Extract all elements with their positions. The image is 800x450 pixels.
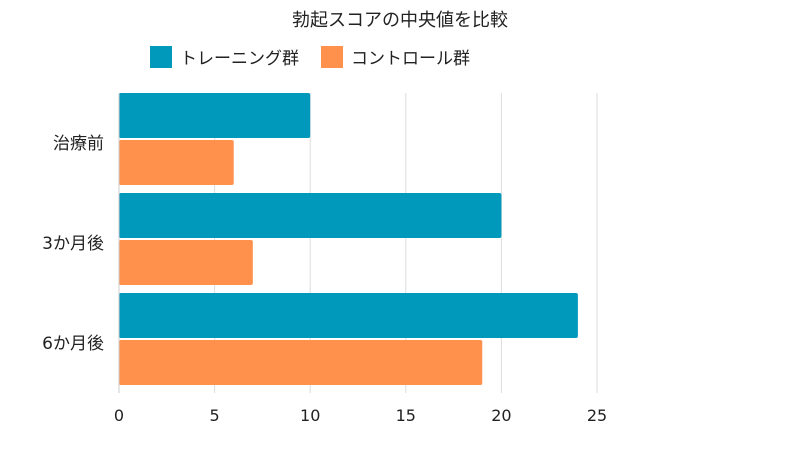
bar-control-1: [119, 240, 253, 285]
y-category-label-0: 治療前: [53, 134, 104, 154]
y-category-label-1: 3か月後: [42, 234, 104, 254]
chart-legend: トレーニング群 コントロール群: [0, 44, 620, 69]
legend-swatch-training: [150, 45, 172, 68]
x-tick-label-5: 25: [587, 406, 607, 425]
x-tick-label-4: 20: [491, 406, 511, 425]
x-tick-label-3: 15: [396, 406, 416, 425]
legend-label-control: コントロール群: [351, 49, 470, 69]
bar-control-2: [119, 340, 483, 385]
legend-label-training: トレーニング群: [180, 49, 299, 69]
bar-training-0: [119, 93, 311, 138]
y-category-label-2: 6か月後: [42, 334, 104, 354]
bar-training-2: [119, 293, 578, 338]
x-tick-label-1: 5: [210, 406, 220, 425]
legend-swatch-control: [321, 45, 343, 68]
x-tick-label-0: 0: [114, 406, 124, 425]
bar-training-1: [119, 193, 502, 238]
legend-item-control: コントロール群: [321, 44, 470, 69]
bar-control-0: [119, 140, 234, 185]
chart-title: 勃起スコアの中央値を比較: [292, 10, 508, 31]
x-tick-label-2: 10: [300, 406, 320, 425]
legend-item-training: トレーニング群: [150, 44, 299, 69]
